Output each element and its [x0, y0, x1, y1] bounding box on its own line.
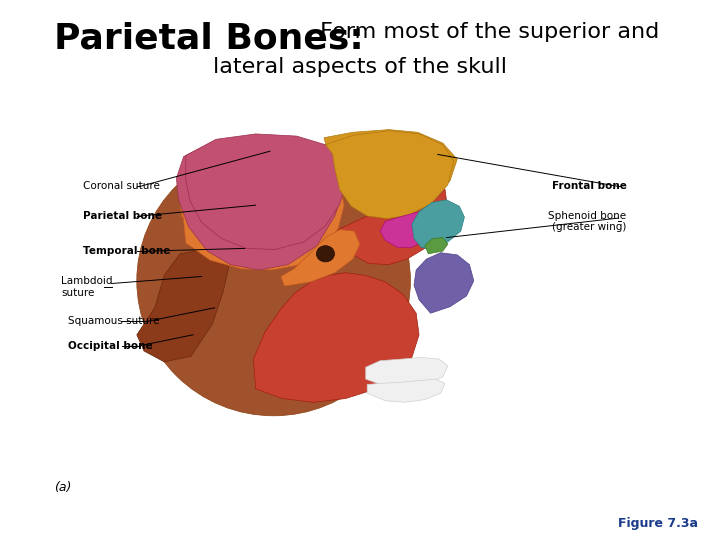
Ellipse shape: [137, 146, 410, 416]
Polygon shape: [176, 135, 346, 270]
Text: Parietal bone: Parietal bone: [83, 211, 162, 221]
Text: Temporal bone: Temporal bone: [83, 246, 170, 256]
Text: Form most of the superior and: Form most of the superior and: [313, 22, 660, 42]
Text: lateral aspects of the skull: lateral aspects of the skull: [213, 57, 507, 77]
Polygon shape: [137, 248, 230, 362]
Text: Sphenoid bone
(greater wing): Sphenoid bone (greater wing): [548, 211, 626, 232]
Text: (a): (a): [54, 481, 71, 494]
Polygon shape: [338, 189, 448, 265]
Polygon shape: [253, 273, 419, 402]
Polygon shape: [380, 212, 431, 247]
Polygon shape: [414, 253, 474, 313]
Ellipse shape: [317, 246, 334, 262]
Polygon shape: [181, 152, 344, 270]
Polygon shape: [324, 130, 457, 216]
Polygon shape: [179, 135, 346, 270]
Text: Coronal suture: Coronal suture: [83, 181, 160, 191]
Text: Occipital bone: Occipital bone: [68, 341, 153, 350]
Text: Figure 7.3a: Figure 7.3a: [618, 517, 698, 530]
Polygon shape: [367, 379, 445, 402]
Text: Squamous suture: Squamous suture: [68, 316, 160, 326]
Polygon shape: [281, 230, 360, 286]
Polygon shape: [186, 134, 346, 249]
Text: Lambdoid
suture: Lambdoid suture: [61, 276, 113, 298]
Text: Frontal bone: Frontal bone: [552, 181, 626, 191]
Text: Parietal Bones:: Parietal Bones:: [54, 22, 364, 56]
Polygon shape: [366, 357, 448, 388]
Polygon shape: [425, 238, 448, 254]
Polygon shape: [412, 200, 464, 249]
Polygon shape: [325, 131, 454, 219]
